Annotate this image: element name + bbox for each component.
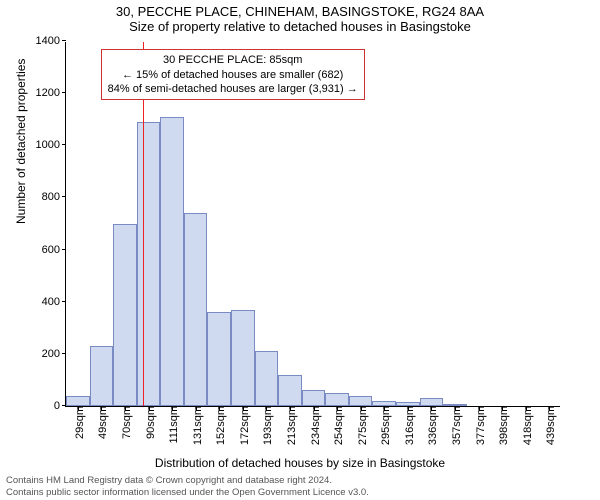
histogram-bar	[137, 122, 161, 406]
x-tick-label: 336sqm	[423, 406, 439, 445]
x-tick-label: 152sqm	[211, 406, 227, 445]
x-tick-mark	[219, 406, 220, 410]
y-tick-mark	[62, 40, 66, 41]
y-tick-label: 1400	[36, 35, 66, 47]
annotation-line: ← 15% of detached houses are smaller (68…	[108, 68, 358, 82]
y-tick-label: 200	[42, 348, 66, 360]
x-tick-label: 254sqm	[329, 406, 345, 445]
y-tick-mark	[62, 353, 66, 354]
y-tick-mark	[62, 249, 66, 250]
y-axis-label: Number of detached properties	[14, 59, 28, 224]
x-tick-mark	[149, 406, 150, 410]
chart-plot-area: 020040060080010001200140029sqm49sqm70sqm…	[65, 42, 560, 407]
y-tick-mark	[62, 92, 66, 93]
x-tick-mark	[243, 406, 244, 410]
x-tick-mark	[172, 406, 173, 410]
histogram-bar	[302, 390, 326, 406]
x-tick-mark	[78, 406, 79, 410]
histogram-bar	[207, 312, 231, 406]
y-tick-label: 400	[42, 296, 66, 308]
y-tick-label: 1200	[36, 87, 66, 99]
annotation-line: 30 PECCHE PLACE: 85sqm	[108, 53, 358, 67]
annotation-box: 30 PECCHE PLACE: 85sqm← 15% of detached …	[101, 49, 365, 100]
x-tick-mark	[337, 406, 338, 410]
x-tick-label: 111sqm	[164, 406, 180, 444]
title-line-2: Size of property relative to detached ho…	[0, 19, 600, 34]
x-tick-label: 90sqm	[141, 406, 157, 439]
x-tick-label: 213sqm	[282, 406, 298, 445]
x-tick-mark	[361, 406, 362, 410]
histogram-bar	[278, 375, 302, 406]
y-tick-label: 800	[42, 191, 66, 203]
x-tick-label: 131sqm	[188, 406, 204, 445]
annotation-line: 84% of semi-detached houses are larger (…	[108, 82, 358, 96]
x-tick-mark	[384, 406, 385, 410]
x-tick-mark	[455, 406, 456, 410]
y-tick-label: 0	[54, 400, 66, 412]
x-tick-label: 172sqm	[235, 406, 251, 445]
x-tick-label: 49sqm	[93, 406, 109, 439]
x-tick-label: 357sqm	[447, 406, 463, 445]
histogram-bar	[420, 398, 444, 406]
histogram-bar	[325, 393, 349, 406]
x-tick-mark	[431, 406, 432, 410]
x-axis-label: Distribution of detached houses by size …	[0, 456, 600, 470]
histogram-bar	[90, 346, 114, 406]
y-tick-mark	[62, 301, 66, 302]
histogram-bar	[66, 396, 90, 406]
x-tick-label: 295sqm	[376, 406, 392, 445]
x-tick-label: 70sqm	[117, 406, 133, 439]
x-tick-label: 377sqm	[471, 406, 487, 445]
histogram-bar	[255, 351, 279, 406]
x-tick-mark	[526, 406, 527, 410]
x-tick-mark	[549, 406, 550, 410]
x-tick-mark	[266, 406, 267, 410]
x-tick-mark	[196, 406, 197, 410]
y-tick-label: 600	[42, 244, 66, 256]
histogram-bar	[160, 117, 184, 406]
y-tick-mark	[62, 144, 66, 145]
x-tick-mark	[125, 406, 126, 410]
histogram-bar	[349, 396, 373, 406]
x-tick-mark	[290, 406, 291, 410]
x-tick-label: 439sqm	[541, 406, 557, 445]
x-tick-label: 275sqm	[353, 406, 369, 445]
x-tick-mark	[502, 406, 503, 410]
x-tick-label: 234sqm	[306, 406, 322, 445]
x-tick-label: 316sqm	[400, 406, 416, 445]
footer-line-1: Contains HM Land Registry data © Crown c…	[6, 475, 369, 486]
histogram-bar	[231, 310, 255, 406]
footer-attribution: Contains HM Land Registry data © Crown c…	[6, 475, 369, 498]
x-tick-label: 398sqm	[494, 406, 510, 445]
x-tick-mark	[101, 406, 102, 410]
y-tick-mark	[62, 196, 66, 197]
x-tick-mark	[479, 406, 480, 410]
x-tick-label: 29sqm	[70, 406, 86, 439]
x-tick-mark	[408, 406, 409, 410]
y-tick-label: 1000	[36, 139, 66, 151]
x-tick-mark	[314, 406, 315, 410]
x-tick-label: 418sqm	[518, 406, 534, 445]
histogram-bar	[184, 213, 208, 406]
x-tick-label: 193sqm	[258, 406, 274, 445]
title-line-1: 30, PECCHE PLACE, CHINEHAM, BASINGSTOKE,…	[0, 4, 600, 19]
histogram-bar	[113, 224, 137, 407]
footer-line-2: Contains public sector information licen…	[6, 487, 369, 498]
